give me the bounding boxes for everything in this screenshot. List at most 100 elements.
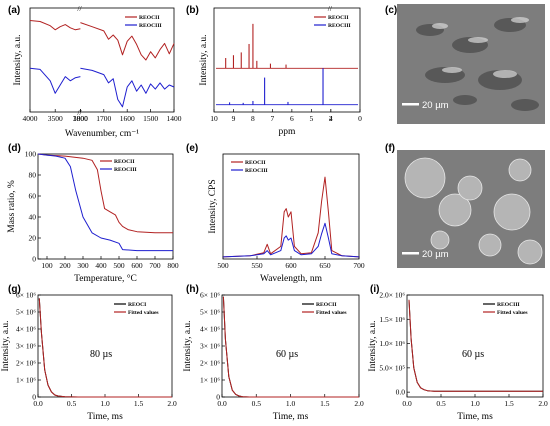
legend-label: Fitted values: [497, 310, 528, 316]
x-axis-label: Temperature, °C: [74, 273, 137, 284]
y-tick-label: 1× 10⁶: [16, 376, 36, 385]
x-axis-label: Wavelength, nm: [260, 274, 323, 284]
lifetime-annotation-g: 80 µs: [90, 349, 112, 360]
legend-label: REOCIII: [328, 23, 351, 29]
x-tick-label: 600: [285, 261, 297, 270]
y-tick-label: 2× 10⁶: [16, 359, 36, 368]
x-tick-label: 2.0: [354, 399, 364, 408]
series-line-fitted-values: [222, 296, 359, 398]
legend-label: REOCII: [316, 302, 337, 308]
panel-letter-e: (e): [186, 143, 198, 154]
y-tick-label: 6× 10⁶: [200, 291, 220, 300]
panel-letter-g: (g): [8, 284, 21, 295]
series-line-reocii: [80, 22, 175, 61]
chart-decay-reocii: 0.0 0.5 1.0 1.5 2.0 0 1× 10⁶ 2× 10⁶ 3× 10⁶ 4× 10⁶…: [183, 291, 364, 423]
x-tick-label: 4: [329, 114, 333, 123]
x-tick-label: 4000: [23, 114, 38, 123]
panel-letter-d: (d): [8, 143, 21, 154]
y-tick-label: 3× 10⁶: [200, 342, 220, 351]
x-tick-label: 650: [319, 261, 331, 270]
y-tick-label: 2× 10⁶: [200, 359, 220, 368]
series-line-reocii: [222, 176, 360, 258]
series-line-fitted-values: [408, 299, 543, 392]
y-axis-label: Intensity, a.u.: [183, 320, 193, 371]
y-tick-label: 5× 10⁶: [200, 308, 220, 317]
y-tick-label: 0: [216, 393, 220, 402]
panel-letter-i: (i): [370, 284, 379, 295]
x-tick-label: 7: [271, 114, 275, 123]
x-tick-label: 0.0: [402, 399, 412, 408]
lifetime-annotation-h: 60 µs: [276, 349, 298, 360]
y-tick-label: 1× 10⁶: [200, 376, 220, 385]
x-tick-label: 0.5: [67, 399, 77, 408]
x-tick-label: 500: [113, 261, 125, 270]
x-tick-label: 3000: [73, 114, 88, 123]
y-tick-label: 60: [29, 192, 37, 201]
chart-tga: 100 200 300 400 500 600 700 800 0 20 40 60 80 100 Temp…: [7, 150, 179, 285]
legend-label: REOCI: [128, 302, 146, 308]
legend-label: REOCIII: [114, 167, 137, 173]
y-axis-label: Mass ratio, %: [7, 180, 17, 233]
x-tick-label: 0: [358, 114, 362, 123]
panel-letter-c: (c): [385, 5, 397, 16]
x-tick-label: 1800: [73, 114, 88, 123]
x-axis-label: ppm: [279, 127, 297, 137]
panel-letter-h: (h): [186, 284, 199, 295]
x-tick-label: 10: [210, 114, 218, 123]
x-tick-label: 800: [167, 261, 179, 270]
x-tick-label: 0.0: [33, 399, 43, 408]
x-tick-label: 1500: [143, 114, 158, 123]
y-tick-label: 5× 10⁶: [16, 308, 36, 317]
x-axis-label: Time, ms: [273, 412, 309, 422]
series-line-fitted-values: [38, 298, 172, 398]
lifetime-annotation-i: 60 µs: [462, 349, 484, 360]
plot-frame: [213, 7, 361, 113]
y-tick-label: 6× 10⁶: [16, 291, 36, 300]
plot-frame: [37, 153, 174, 260]
x-tick-label: 550: [251, 261, 263, 270]
axis-break-mark: //: [77, 108, 82, 117]
series-line-reociii: [29, 67, 81, 94]
y-axis-label: Intensity, a.u.: [1, 320, 11, 371]
y-tick-label: 80: [29, 171, 37, 180]
y-tick-label: 0.0: [396, 388, 406, 397]
x-axis-label: Time, ms: [457, 412, 493, 422]
y-tick-label: 1.0× 10⁶: [379, 339, 405, 348]
legend-label: REOCIII: [245, 168, 268, 174]
legend-label: REOCIII: [139, 23, 162, 29]
x-tick-label: 2: [329, 114, 333, 123]
series-line-reocii: [37, 153, 173, 234]
plot-frame: [222, 153, 360, 260]
axis-break-mark: //: [328, 4, 333, 13]
y-tick-label: 1.5× 10⁶: [379, 315, 405, 324]
x-axis-label: Wavenumber, cm⁻¹: [65, 129, 139, 139]
x-tick-label: 400: [95, 261, 107, 270]
y-tick-label: 4× 10⁶: [200, 325, 220, 334]
legend-label: REOCII: [114, 159, 135, 165]
x-tick-label: 0.5: [252, 399, 262, 408]
scale-bar-label-f: 20 µm: [422, 249, 449, 260]
x-tick-label: 0.0: [217, 399, 227, 408]
x-tick-label: 2.0: [538, 399, 548, 408]
scale-bar-c: [402, 103, 419, 106]
legend-label: Fitted values: [316, 310, 347, 316]
x-tick-label: 2.0: [167, 399, 177, 408]
series-line-reocii: [29, 20, 81, 31]
x-tick-label: 700: [149, 261, 161, 270]
x-tick-label: 100: [41, 261, 53, 270]
x-tick-label: 1.0: [100, 399, 110, 408]
x-tick-label: 1.0: [470, 399, 480, 408]
legend-label: REOCIII: [497, 302, 520, 308]
x-tick-label: 6: [290, 114, 294, 123]
legend-label: REOCII: [139, 15, 160, 21]
x-tick-label: 600: [131, 261, 143, 270]
series-line-reociii: [80, 67, 175, 108]
y-tick-label: 2.0× 10⁶: [379, 291, 405, 300]
y-axis-label: Intensity, CPS: [208, 179, 218, 233]
chart-emission: 500 550 600 650 700 Wavelength, nm Intensity, …: [208, 153, 365, 284]
x-tick-label: 700: [353, 261, 365, 270]
x-tick-label: 1400: [167, 114, 182, 123]
x-tick-label: 0.5: [436, 399, 446, 408]
